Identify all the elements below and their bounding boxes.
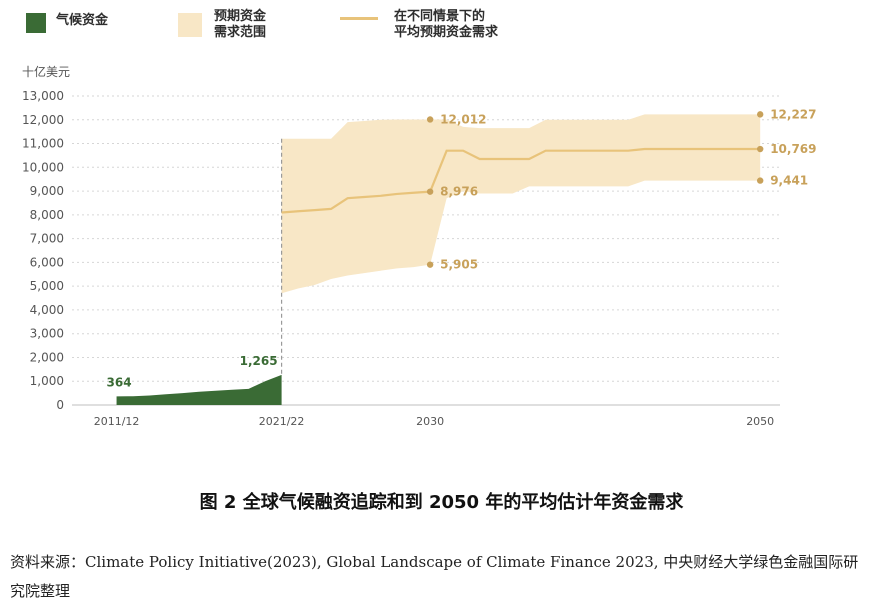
climate-finance-area (116, 374, 282, 405)
data-point-marker (756, 111, 764, 118)
y-tick-label: 3,000 (30, 327, 64, 341)
legend-item-climate-finance: 气候资金 (26, 13, 108, 33)
y-tick-label: 9,000 (30, 184, 64, 198)
data-point-marker (756, 145, 764, 153)
data-label: 8,976 (440, 185, 478, 199)
y-tick-label: 2,000 (30, 350, 64, 364)
data-point-marker (426, 261, 434, 268)
legend-label-climate-finance: 气候资金 (56, 13, 109, 28)
y-tick-label: 8,000 (30, 208, 64, 222)
legend-swatch-average-demand (340, 17, 378, 20)
legend-item-average-demand: 在不同情景下的 平均预期资金需求 (340, 9, 498, 41)
x-tick-label: 2021/22 (259, 415, 305, 428)
source-note: 资料来源：Climate Policy Initiative(2023), Gl… (10, 553, 859, 600)
data-point-marker (426, 116, 434, 123)
data-label: 12,012 (440, 112, 486, 126)
y-tick-label: 11,000 (22, 137, 64, 151)
y-axis-unit-label: 十亿美元 (22, 64, 70, 79)
data-label: 12,227 (770, 107, 816, 121)
legend-swatch-demand-range (178, 13, 202, 37)
legend-swatch-climate-finance (26, 13, 46, 33)
average-demand-line (281, 147, 761, 214)
demand-range-band (281, 114, 761, 294)
data-point-marker (426, 188, 434, 195)
y-tick-label: 5,000 (30, 279, 64, 293)
data-label: 9,441 (770, 174, 808, 188)
chart: 十亿美元 0 1,000 2,000 3,000 4,000 5,000 6,000 7,000… (22, 64, 817, 428)
data-label: 5,905 (440, 258, 478, 272)
x-tick-label: 2011/12 (94, 415, 140, 428)
y-tick-label: 1,000 (30, 374, 64, 388)
legend-item-demand-range: 预期资金 需求范围 (178, 9, 266, 41)
y-tick-label: 6,000 (30, 255, 64, 269)
y-tick-label: 13,000 (22, 89, 64, 103)
y-tick-label: 12,000 (22, 113, 64, 127)
data-point-marker (756, 177, 764, 184)
data-label: 1,265 (240, 354, 278, 368)
legend-label-average-demand: 在不同情景下的 平均预期资金需求 (394, 9, 499, 40)
data-label: 10,769 (770, 142, 816, 156)
figure-caption: 图 2 全球气候融资追踪和到 2050 年的平均估计年资金需求 (199, 492, 684, 513)
y-tick-label: 0 (56, 398, 64, 412)
data-label: 364 (107, 375, 132, 389)
legend-label-demand-range: 预期资金 需求范围 (214, 9, 267, 40)
y-tick-label: 4,000 (30, 303, 64, 317)
x-tick-label: 2030 (416, 415, 444, 428)
y-tick-label: 7,000 (30, 232, 64, 246)
x-tick-label: 2050 (746, 415, 774, 428)
y-tick-label: 10,000 (22, 160, 64, 174)
